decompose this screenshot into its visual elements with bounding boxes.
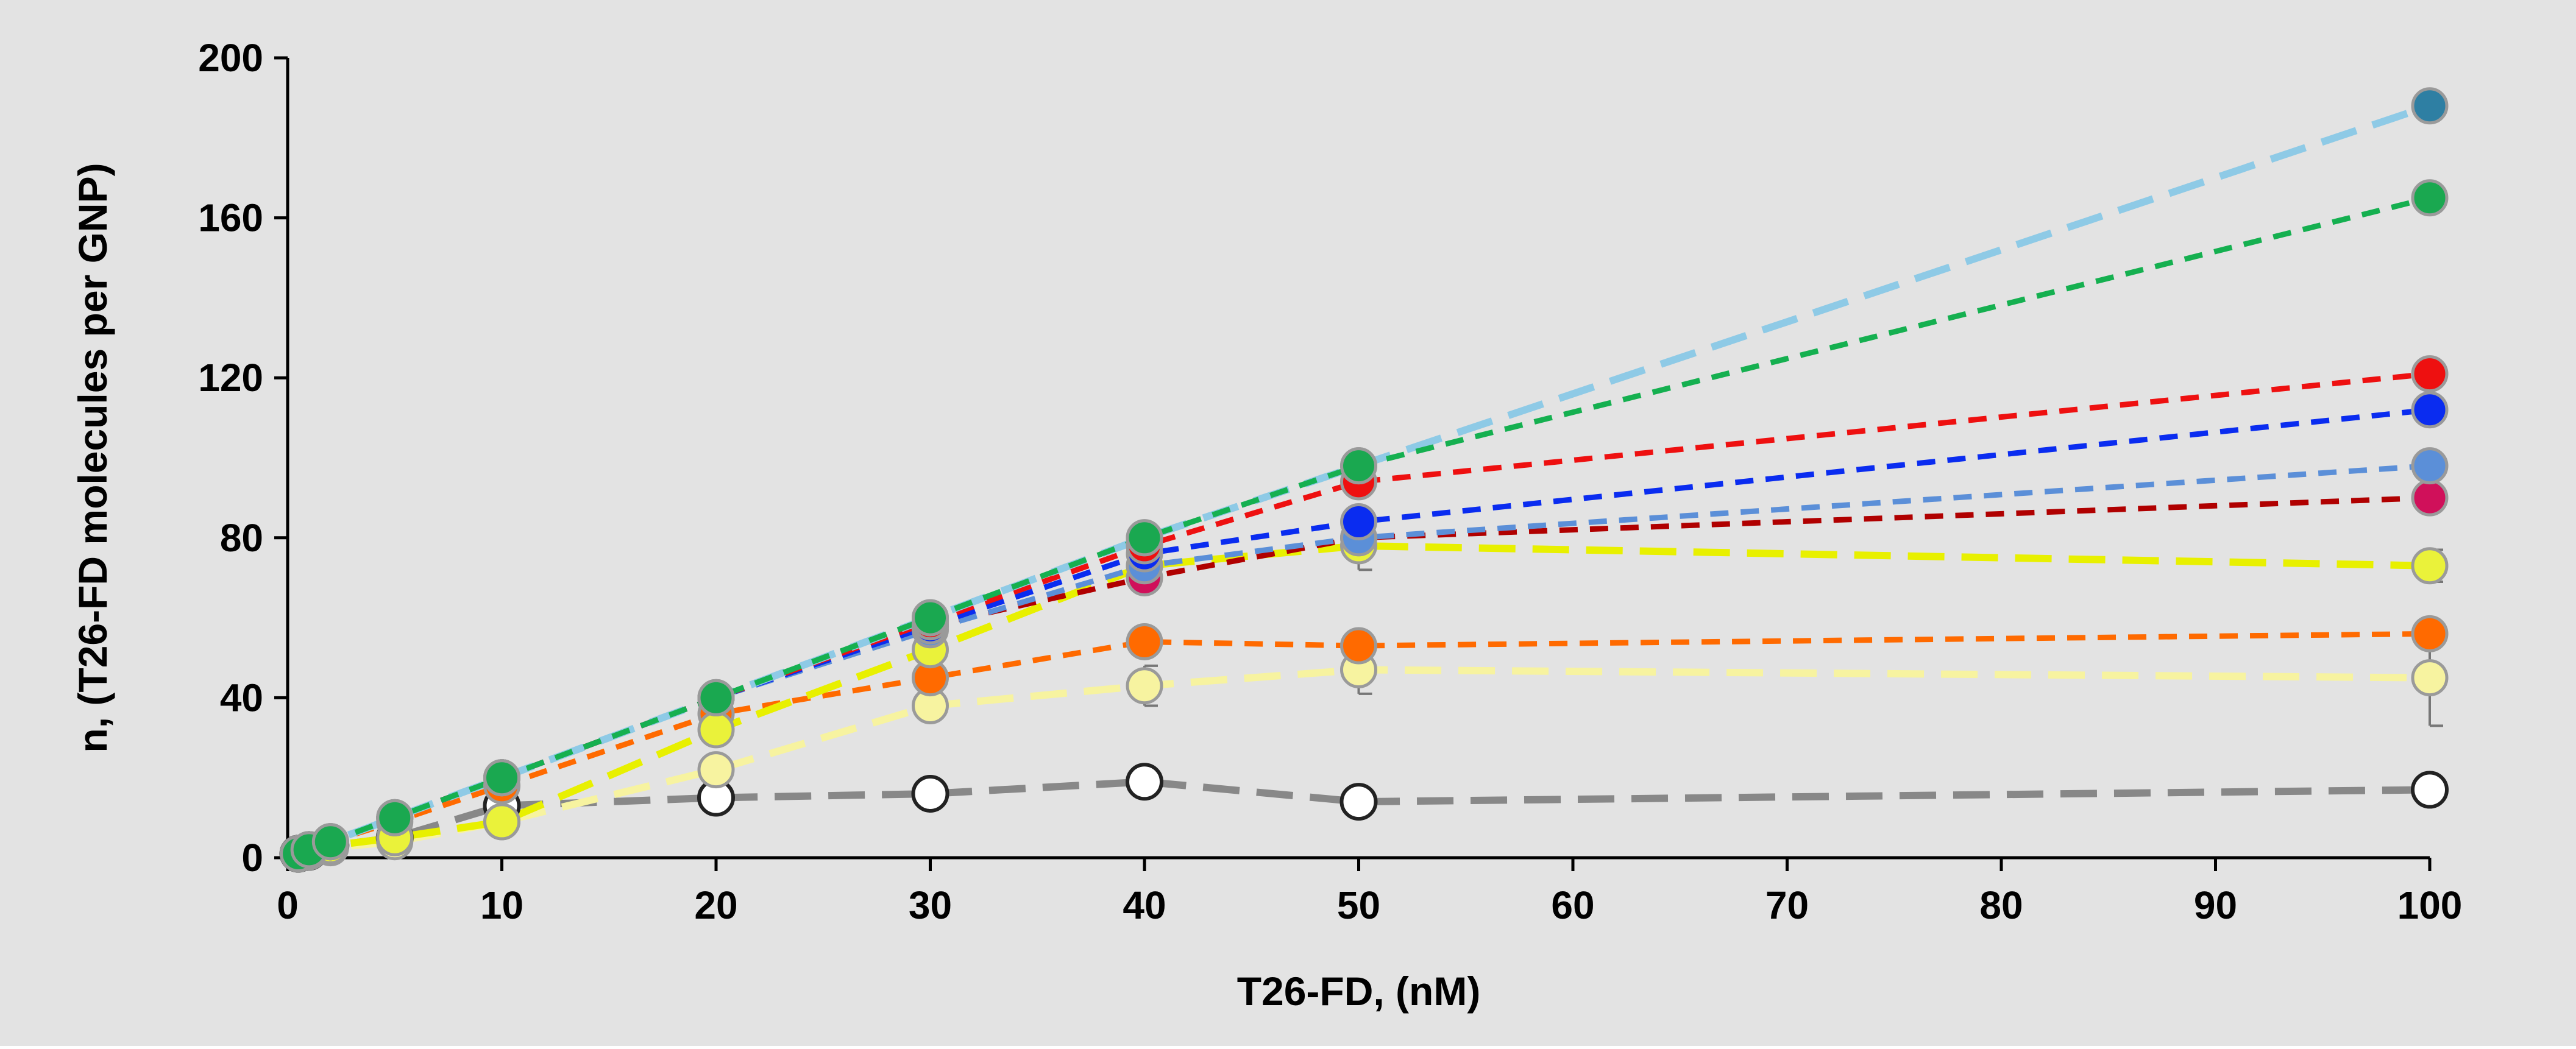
series-yellow-point <box>483 803 520 841</box>
y-tick-label: 40 <box>220 676 263 719</box>
series-pale-yellow-point <box>1126 667 1163 705</box>
x-tick-label: 60 <box>1551 883 1594 927</box>
x-axis-title: T26-FD, (nM) <box>1237 969 1481 1014</box>
series-white-point <box>911 774 949 813</box>
series-green-point <box>1340 447 1377 485</box>
series-red-point <box>2411 355 2449 393</box>
y-tick-label: 0 <box>241 836 263 880</box>
series-dark-red-point <box>2411 479 2449 517</box>
series-green-point <box>2411 179 2449 217</box>
series-pale-yellow-point <box>2411 659 2449 697</box>
series-white-point <box>2411 771 2449 809</box>
y-tick-label: 200 <box>198 36 263 80</box>
series-blue-line <box>297 407 2430 857</box>
x-tick-label: 80 <box>1979 883 2023 927</box>
series-blue-point <box>1340 503 1377 541</box>
x-tick-label: 50 <box>1337 883 1380 927</box>
series-white-point <box>1126 763 1163 801</box>
x-tick-label: 10 <box>480 883 523 927</box>
series-green-point <box>1126 519 1163 557</box>
markers-layer <box>279 87 2449 873</box>
y-axis-title: n, (T26-FD molecules per GNP) <box>70 163 115 752</box>
series-green-line <box>297 195 2431 857</box>
series-teal-point <box>2411 87 2449 125</box>
x-tick-label: 70 <box>1765 883 1809 927</box>
y-tick-label: 120 <box>198 356 263 400</box>
x-tick-label: 100 <box>2397 883 2463 927</box>
series-blue-point <box>2411 391 2449 429</box>
y-tick-label: 80 <box>220 516 263 560</box>
series-green-point <box>311 823 349 861</box>
series-orange-point <box>2411 615 2449 652</box>
x-tick-label: 40 <box>1123 883 1166 927</box>
x-tick-label: 30 <box>909 883 952 927</box>
axes-layer <box>274 56 2432 871</box>
x-tick-label: 90 <box>2194 883 2237 927</box>
labels-layer: 0 40 80 120 160 200 0 10 20 30 40 50 60 70 80 90 100 <box>198 36 2462 927</box>
series-green-point <box>483 759 520 797</box>
series-green-point <box>697 679 735 716</box>
series-red-line <box>297 371 2430 857</box>
series-orange-point <box>1340 627 1377 665</box>
x-tick-label: 0 <box>277 883 299 927</box>
series-white-point <box>1339 783 1378 821</box>
series-orange-point <box>1126 623 1163 660</box>
series-yellow-point <box>697 711 735 749</box>
series-green-point <box>376 799 414 836</box>
series-green-point <box>912 599 949 637</box>
series-yellow-point <box>2411 547 2449 585</box>
series-light-blue-point <box>2411 447 2449 485</box>
x-tick-label: 20 <box>694 883 737 927</box>
series-pale-yellow-point <box>697 751 735 789</box>
y-tick-label: 160 <box>198 196 263 240</box>
series-orange-line <box>297 630 2430 857</box>
